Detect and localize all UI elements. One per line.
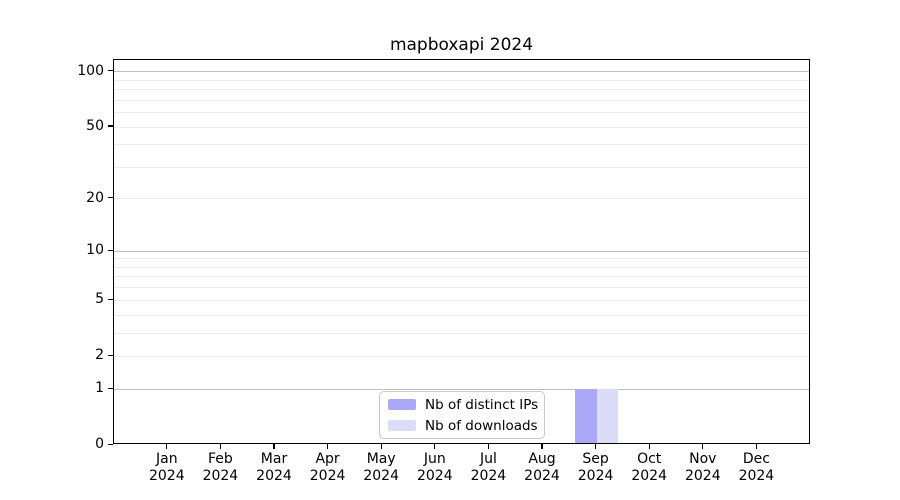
x-tick-label: Nov 2024 [684, 451, 721, 484]
x-tick-mark [273, 444, 275, 449]
x-tick-mark [648, 444, 650, 449]
y-tick-label: 2 [95, 347, 104, 364]
x-tick-mark [327, 444, 329, 449]
gridline-minor [114, 89, 809, 91]
legend-item-distinct-ips: Nb of distinct IPs [380, 396, 544, 414]
gridline-minor [114, 276, 809, 278]
gridline-minor [114, 99, 809, 101]
gridline-major [114, 71, 809, 73]
gridline-major [114, 250, 809, 252]
gridline-minor [114, 112, 809, 114]
legend-item-downloads: Nb of downloads [380, 417, 544, 435]
x-tick-label: Aug 2024 [524, 451, 560, 484]
y-tick-label: 10 [86, 242, 104, 259]
bar-distinct-ips [575, 389, 597, 443]
x-tick-mark [541, 444, 543, 449]
legend: Nb of distinct IPs Nb of downloads [379, 391, 545, 439]
x-tick-label: Jan 2024 [148, 451, 185, 484]
gridline-minor [114, 79, 809, 81]
gridline-minor [114, 355, 809, 357]
x-tick-mark [166, 444, 168, 449]
x-tick-mark [434, 444, 436, 449]
plot-area [113, 59, 810, 444]
x-tick-label: Oct 2024 [631, 451, 667, 484]
y-tick-mark [108, 70, 113, 72]
x-tick-label: Jul 2024 [470, 451, 507, 484]
y-tick-mark [108, 387, 113, 389]
y-tick-mark [108, 249, 113, 251]
legend-swatch-downloads [388, 420, 416, 431]
y-tick-label: 100 [77, 62, 104, 79]
x-tick-label: May 2024 [363, 451, 399, 484]
legend-swatch-distinct-ips [388, 399, 416, 410]
gridline-minor [114, 287, 809, 289]
gridline-minor [114, 258, 809, 260]
gridline-minor [114, 332, 809, 334]
x-tick-mark [219, 444, 221, 449]
x-tick-mark [755, 444, 757, 449]
gridline-minor [114, 198, 809, 200]
x-tick-label: Jun 2024 [416, 451, 453, 484]
y-tick-label: 0 [95, 436, 104, 453]
gridline-minor [114, 144, 809, 146]
y-tick-mark [108, 354, 113, 356]
x-tick-label: Feb 2024 [202, 451, 239, 484]
y-tick-label: 1 [95, 380, 104, 397]
gridline-minor [114, 299, 809, 301]
y-tick-mark [108, 298, 113, 300]
y-tick-mark [108, 197, 113, 199]
x-tick-mark [595, 444, 597, 449]
y-tick-mark [108, 443, 113, 445]
x-tick-mark [702, 444, 704, 449]
y-tick-label: 50 [86, 118, 104, 135]
gridline-minor [114, 314, 809, 316]
legend-label-distinct-ips: Nb of distinct IPs [425, 396, 539, 413]
gridline-minor [114, 166, 809, 168]
x-tick-label: Apr 2024 [309, 451, 346, 484]
gridline-minor [114, 266, 809, 268]
x-tick-mark [380, 444, 382, 449]
gridline-minor [114, 126, 809, 128]
y-tick-label: 20 [86, 189, 104, 206]
x-tick-label: Sep 2024 [577, 451, 614, 484]
y-tick-label: 5 [95, 291, 104, 308]
x-tick-mark [487, 444, 489, 449]
chart-title: mapboxapi 2024 [389, 35, 534, 55]
x-tick-label: Dec 2024 [738, 451, 775, 484]
x-tick-label: Mar 2024 [256, 451, 292, 484]
legend-label-downloads: Nb of downloads [425, 417, 538, 434]
gridline-major [114, 388, 809, 390]
y-tick-mark [108, 125, 113, 127]
bar-downloads [596, 389, 618, 443]
